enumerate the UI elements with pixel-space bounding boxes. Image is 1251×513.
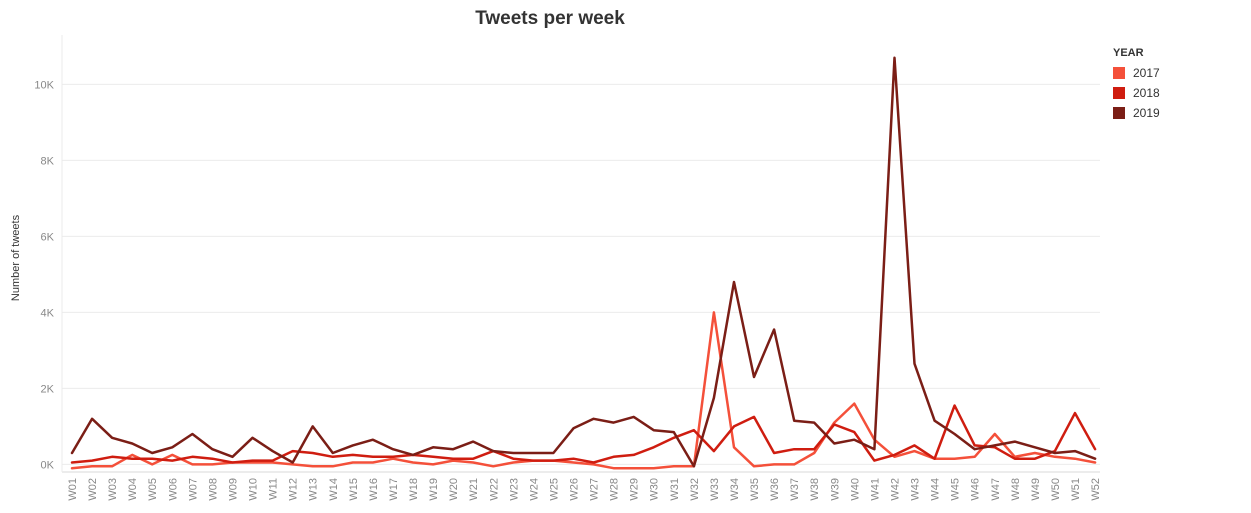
legend-item-2019[interactable]: 2019: [1113, 103, 1160, 123]
y-tick-label: 2K: [41, 383, 55, 395]
x-tick-label: W44: [930, 478, 942, 501]
legend-title: YEAR: [1113, 47, 1144, 59]
x-tick-label: W10: [248, 478, 260, 501]
x-tick-label: W14: [328, 478, 340, 501]
x-tick-label: W50: [1050, 478, 1062, 501]
line-chart: 0K 2K 4K 6K 8K 10K W01 W02 W03 W04 W05 W06 W07 W08 W09…: [34, 35, 1100, 501]
x-tick-label: W51: [1070, 478, 1082, 501]
legend-item-2018[interactable]: 2018: [1113, 83, 1160, 103]
x-tick-label: W16: [368, 478, 380, 501]
x-tick-label: W26: [569, 478, 581, 501]
x-tick-label: W12: [288, 478, 300, 501]
x-tick-label: W30: [649, 478, 661, 501]
x-tick-label: W25: [548, 478, 560, 501]
legend-label: 2017: [1133, 66, 1160, 80]
x-tick-label: W24: [528, 478, 540, 501]
x-tick-label: W03: [107, 478, 119, 501]
x-tick-label: W01: [67, 478, 79, 501]
x-tick-label: W29: [629, 478, 641, 501]
legend-label: 2018: [1133, 86, 1160, 100]
series-line-2018[interactable]: [70, 404, 1097, 464]
x-tick-label: W39: [829, 478, 841, 501]
x-tick-label: W05: [147, 478, 159, 501]
series-line-2017[interactable]: [70, 311, 1097, 470]
x-tick-label: W48: [1010, 478, 1022, 501]
series-layer: [70, 56, 1097, 470]
x-tick-label: W42: [889, 478, 901, 501]
x-tick-label: W20: [448, 478, 460, 501]
x-tick-label: W33: [709, 478, 721, 501]
x-tick-label: W23: [508, 478, 520, 501]
x-tick-label: W06: [167, 478, 179, 501]
axis-layer: 0K 2K 4K 6K 8K 10K W01 W02 W03 W04 W05 W06 W07 W08 W09…: [34, 35, 1100, 501]
y-tick-label: 8K: [41, 155, 55, 167]
x-tick-label: W13: [308, 478, 320, 501]
x-tick-label: W07: [187, 478, 199, 501]
x-tick-label: W22: [488, 478, 500, 501]
y-tick-label: 10K: [34, 79, 54, 91]
x-tick-label: W19: [428, 478, 440, 501]
x-tick-label: W21: [468, 478, 480, 501]
x-tick-label: W36: [769, 478, 781, 501]
x-tick-label: W02: [87, 478, 99, 501]
x-tick-label: W35: [749, 478, 761, 501]
legend-item-2017[interactable]: 2017: [1113, 63, 1160, 83]
x-tick-label: W34: [729, 478, 741, 501]
y-tick-label: 4K: [41, 307, 55, 319]
x-tick-label: W49: [1030, 478, 1042, 501]
x-tick-label: W27: [589, 478, 601, 501]
x-tick-label: W43: [910, 478, 922, 501]
x-tick-label: W45: [950, 478, 962, 501]
legend-label: 2019: [1133, 106, 1160, 120]
x-tick-label: W40: [849, 478, 861, 501]
x-tick-label: W31: [669, 478, 681, 501]
y-tick-label: 6K: [41, 231, 55, 243]
legend-swatch: [1113, 107, 1125, 119]
x-tick-label: W17: [388, 478, 400, 501]
x-tick-label: W52: [1090, 478, 1100, 501]
x-tick-label: W38: [809, 478, 821, 501]
legend: YEAR 2017 2018 2019: [1113, 47, 1160, 123]
legend-swatch: [1113, 67, 1125, 79]
x-tick-label: W41: [869, 478, 881, 501]
x-tick-label: W11: [268, 478, 280, 500]
series-line-2019[interactable]: [70, 56, 1097, 468]
x-tick-label: W32: [689, 478, 701, 501]
x-tick-label: W08: [207, 478, 219, 501]
x-tick-label: W28: [609, 478, 621, 501]
chart-title: Tweets per week: [475, 8, 625, 29]
legend-swatch: [1113, 87, 1125, 99]
x-tick-label: W18: [408, 478, 420, 501]
y-tick-label: 0K: [41, 459, 55, 471]
x-tick-label: W09: [227, 478, 239, 501]
x-tick-label: W47: [990, 478, 1002, 501]
x-tick-label: W37: [789, 478, 801, 501]
x-tick-label: W15: [348, 478, 360, 501]
grid-layer: [62, 83, 1100, 465]
legend-items: 2017 2018 2019: [1113, 63, 1160, 123]
x-tick-label: W04: [127, 478, 139, 501]
x-tick-label: W46: [970, 478, 982, 501]
